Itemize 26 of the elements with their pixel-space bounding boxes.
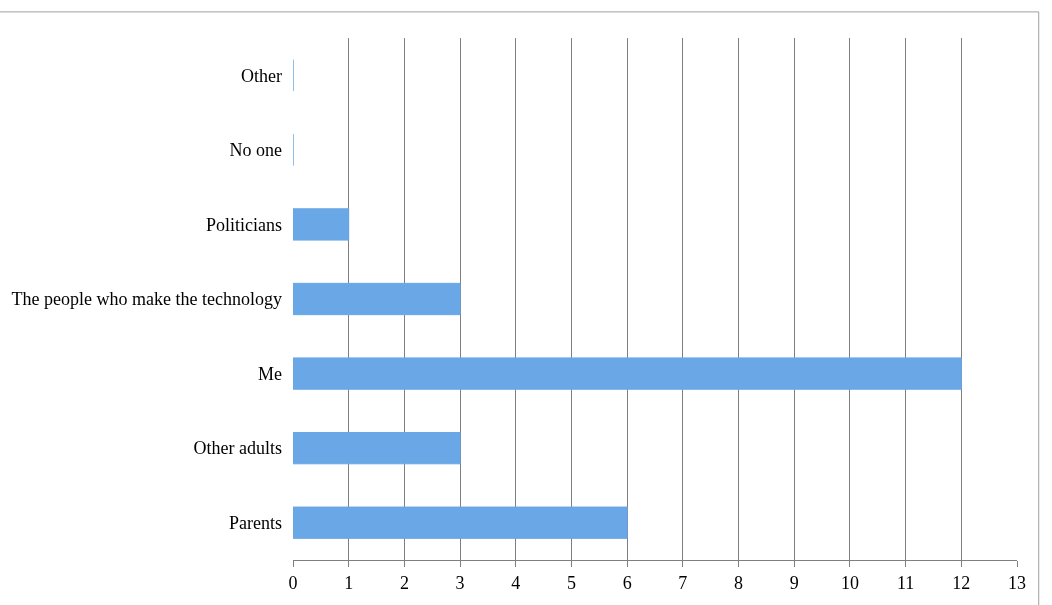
y-tick-label: Other adults bbox=[193, 438, 282, 459]
x-tick-label: 13 bbox=[1008, 572, 1026, 593]
y-tick-label: The people who make the technology bbox=[11, 289, 282, 310]
x-tick-label: 6 bbox=[622, 572, 632, 593]
y-tick-label: Other bbox=[241, 65, 282, 86]
x-tick-label: 7 bbox=[678, 572, 688, 593]
x-tick-label: 4 bbox=[511, 572, 521, 593]
bar bbox=[293, 431, 461, 465]
bar bbox=[293, 357, 962, 390]
x-tick-label: 9 bbox=[789, 572, 799, 593]
y-tick-label: Me bbox=[258, 363, 282, 384]
y-tick-label: No one bbox=[229, 140, 282, 161]
bar bbox=[293, 282, 461, 316]
y-tick-label: Parents bbox=[229, 513, 282, 534]
x-tick-label: 5 bbox=[566, 572, 576, 593]
x-tick-label: 12 bbox=[952, 572, 971, 593]
bar bbox=[293, 506, 628, 539]
x-tick-label: 0 bbox=[288, 572, 298, 593]
x-tick-label: 10 bbox=[840, 572, 859, 593]
x-tick-label: 8 bbox=[734, 572, 744, 593]
x-tick-label: 2 bbox=[399, 572, 409, 593]
x-tick-label: 3 bbox=[455, 572, 465, 593]
x-tick-label: 1 bbox=[344, 572, 354, 593]
bar bbox=[293, 208, 350, 241]
y-tick-label: Politicians bbox=[206, 214, 282, 235]
x-tick-label: 11 bbox=[896, 572, 915, 593]
